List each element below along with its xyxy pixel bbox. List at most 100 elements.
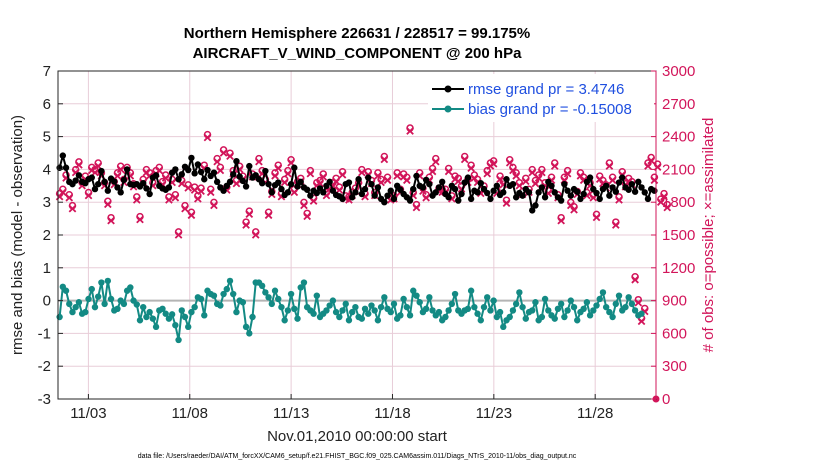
- obs-assimilated-marker: [393, 172, 402, 180]
- legend-box: [428, 74, 654, 122]
- rmse-point: [535, 189, 542, 196]
- obs-assimilated-marker: [605, 162, 614, 170]
- bias-point: [313, 292, 321, 299]
- obs-assimilated-marker: [75, 161, 83, 169]
- rmse-point: [451, 185, 459, 193]
- bias-point: [149, 315, 157, 322]
- bias-point: [631, 307, 639, 314]
- bias-point: [522, 315, 529, 322]
- rmse-point: [406, 197, 414, 204]
- obs-assimilated-marker: [203, 133, 212, 142]
- bias-point: [297, 284, 304, 291]
- rmse-point: [188, 154, 195, 162]
- bias-point: [471, 303, 478, 311]
- bias-point: [538, 313, 546, 321]
- rmse-point: [464, 174, 472, 181]
- rmse-point: [275, 179, 282, 186]
- obs-assimilated-marker: [216, 166, 225, 175]
- bias-point: [593, 302, 600, 309]
- bias-point: [532, 299, 539, 306]
- rmse-point: [567, 192, 574, 199]
- rmse-point: [152, 172, 160, 179]
- rmse-point: [72, 177, 79, 184]
- bias-point: [69, 308, 76, 316]
- rmse-point: [625, 186, 632, 193]
- rmse-point: [474, 189, 481, 196]
- rmse-point: [88, 174, 95, 181]
- rmse-point: [612, 188, 620, 195]
- rmse-point: [197, 168, 205, 176]
- rmse-point: [371, 192, 378, 199]
- bias-point: [114, 305, 121, 312]
- y-axis-label: rmse and bias (model - observation): [9, 115, 26, 355]
- obs-assimilated-marker: [58, 188, 67, 197]
- obs-assimilated-marker: [357, 168, 366, 177]
- y-right-tick-label: 1800: [662, 194, 695, 211]
- bias-point: [230, 290, 237, 298]
- bias-point: [329, 297, 337, 304]
- bias-point: [91, 303, 99, 311]
- bias-point: [500, 323, 507, 331]
- rmse-point: [381, 199, 388, 206]
- rmse-point: [410, 185, 417, 193]
- obs-assimilated-marker: [515, 181, 524, 190]
- rmse-point: [175, 176, 182, 183]
- bias-point: [519, 303, 526, 311]
- bias-point: [197, 295, 205, 303]
- obs-assimilated-marker: [132, 196, 141, 204]
- bias-point: [480, 303, 488, 311]
- rmse-point: [361, 185, 369, 193]
- legend-marker-bias: [444, 105, 452, 113]
- obs-assimilated-marker: [284, 169, 292, 178]
- bias-point: [323, 307, 330, 314]
- bias-point: [162, 310, 169, 317]
- bias-point: [310, 310, 317, 317]
- bias-point: [477, 317, 484, 324]
- bias-point: [278, 303, 285, 311]
- obs-assimilated-marker: [380, 155, 389, 164]
- bias-point: [358, 315, 366, 322]
- legend: rmse grand pr = 3.4746 bias grand pr = -…: [428, 74, 654, 122]
- bias-point: [490, 297, 497, 304]
- rmse-point: [358, 190, 366, 198]
- bias-point: [374, 317, 382, 324]
- bias-point: [94, 293, 102, 300]
- bias-point: [242, 323, 250, 331]
- obs-assimilated-marker: [290, 188, 299, 197]
- rmse-point: [230, 171, 237, 178]
- rmse-point: [258, 179, 266, 187]
- bias-point: [85, 295, 92, 303]
- obs-assimilated-marker: [374, 172, 382, 180]
- rmse-point: [638, 184, 645, 191]
- rmse-point: [220, 187, 227, 194]
- bias-point: [233, 308, 240, 316]
- rmse-point: [439, 178, 446, 186]
- obs-assimilated-marker: [644, 162, 652, 170]
- bias-point: [557, 300, 565, 308]
- rmse-point: [297, 178, 304, 186]
- obs-assimilated-marker: [245, 210, 254, 218]
- bias-point: [615, 292, 623, 299]
- bias-point: [435, 308, 443, 316]
- bias-point: [262, 289, 269, 296]
- bias-point: [561, 313, 568, 321]
- y-tick-label: -1: [38, 325, 51, 342]
- y-right-tick-label: 1500: [662, 227, 695, 244]
- bias-point: [545, 307, 552, 314]
- rmse-point: [265, 180, 272, 188]
- obs-assimilated-marker: [274, 164, 283, 173]
- bias-point: [258, 282, 266, 290]
- rmse-point: [538, 184, 546, 191]
- bias-point: [56, 313, 63, 321]
- obs-assimilated-marker: [637, 317, 646, 326]
- rmse-point: [606, 192, 613, 199]
- bias-point: [281, 317, 288, 324]
- rmse-point: [541, 194, 549, 201]
- bias-point: [596, 295, 603, 303]
- rmse-point: [390, 195, 398, 203]
- rmse-point: [519, 192, 526, 199]
- bias-point: [140, 303, 147, 311]
- y-right-tick-label: 900: [662, 293, 687, 310]
- rmse-point: [628, 180, 636, 188]
